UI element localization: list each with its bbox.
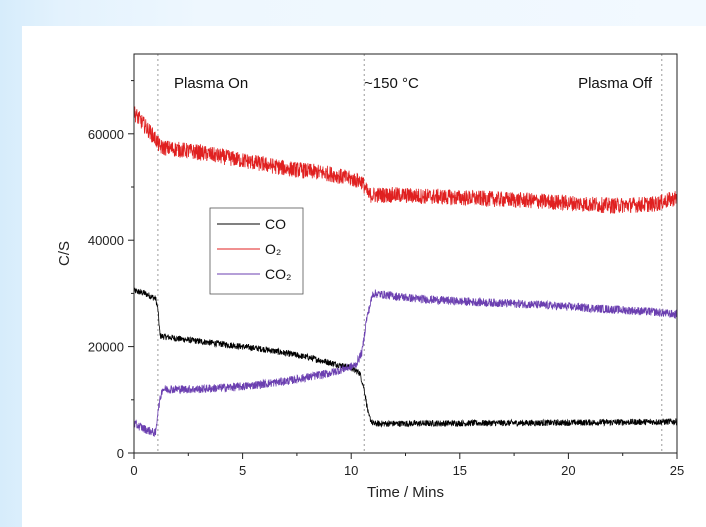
x-tick-label-20: 20 [561, 463, 575, 478]
legend-label-2: CO₂ [265, 266, 291, 282]
y-axis-title: C/S [56, 241, 73, 266]
x-tick-label-10: 10 [344, 463, 358, 478]
x-tick-label-0: 0 [130, 463, 137, 478]
series-group [133, 106, 678, 437]
x-tick-label-15: 15 [453, 463, 467, 478]
annotation-2: Plasma Off [578, 75, 653, 92]
chart-svg: 0 5 10 15 20 25 0 20000 40000 60000 Plasma On ~150… [56, 53, 684, 501]
y-tick-label-0: 0 [117, 446, 124, 461]
series-line-0 [133, 287, 678, 428]
x-tick-label-5: 5 [239, 463, 246, 478]
axes-group: 0 5 10 15 20 25 0 20000 40000 60000 [88, 80, 684, 478]
annotation-0: Plasma On [174, 75, 248, 92]
legend: CO O₂ CO₂ [209, 207, 304, 295]
annotation-1: ~150 °C [364, 75, 419, 92]
legend-label-1: O₂ [265, 241, 281, 257]
legend-label-0: CO [265, 216, 286, 232]
legend-box [209, 207, 304, 295]
y-tick-label-60000: 60000 [88, 127, 124, 142]
x-tick-label-25: 25 [670, 463, 684, 478]
series-line-2 [133, 289, 678, 437]
y-tick-label-40000: 40000 [88, 233, 124, 248]
marker-lines [157, 54, 663, 453]
series-line-1 [133, 106, 678, 214]
x-axis-title: Time / Mins [367, 484, 444, 501]
y-tick-label-20000: 20000 [88, 340, 124, 355]
annotations-group: Plasma On ~150 °C Plasma Off [174, 75, 653, 92]
chart-frame: 0 5 10 15 20 25 0 20000 40000 60000 Plasma On ~150… [22, 26, 706, 527]
